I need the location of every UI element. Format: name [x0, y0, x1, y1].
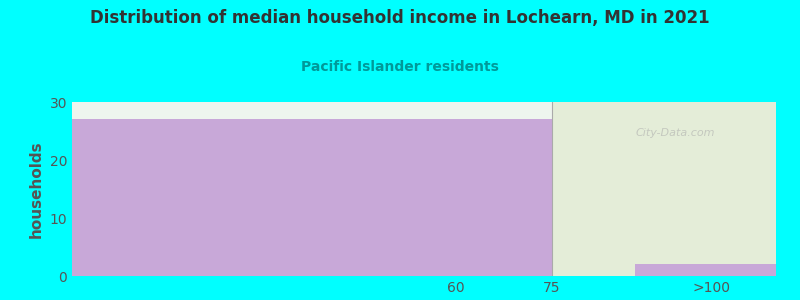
- Bar: [72, 119, 552, 276]
- Text: City-Data.com: City-Data.com: [635, 128, 714, 138]
- Bar: [635, 264, 776, 276]
- Bar: [552, 102, 776, 276]
- Text: Pacific Islander residents: Pacific Islander residents: [301, 60, 499, 74]
- Text: Distribution of median household income in Lochearn, MD in 2021: Distribution of median household income …: [90, 9, 710, 27]
- Y-axis label: households: households: [29, 140, 44, 238]
- Bar: [72, 102, 552, 119]
